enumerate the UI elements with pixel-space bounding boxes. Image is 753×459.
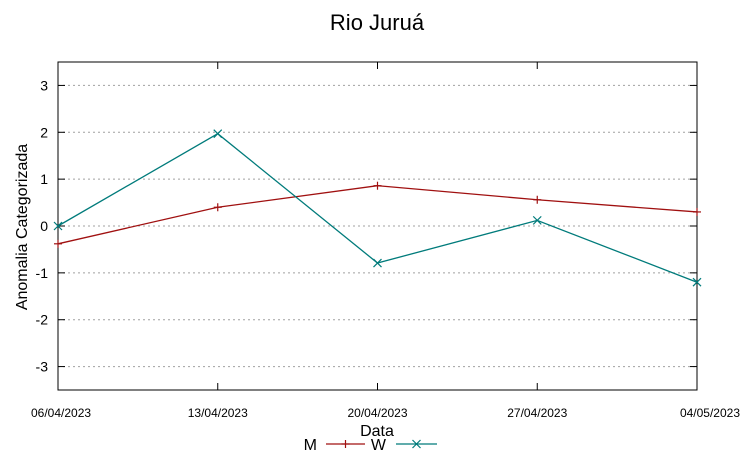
data-point-W	[213, 129, 223, 139]
x-axis: 06/04/2023 13/04/2023 20/04/2023 27/04/2023…	[31, 62, 740, 420]
y-tick-label: -2	[36, 312, 49, 328]
y-tick-label: -1	[36, 265, 49, 281]
legend-label-M: M	[304, 437, 317, 454]
x-tick-label: 13/04/2023	[188, 406, 248, 420]
series-line-W	[57, 132, 698, 283]
data-point-M	[54, 239, 62, 248]
data-point-W	[532, 215, 542, 225]
y-tick-label: -3	[36, 359, 49, 375]
x-axis-label: Data	[360, 423, 394, 440]
y-tick-label: 1	[40, 171, 48, 187]
x-tick-label: 06/04/2023	[31, 406, 91, 420]
chart-title: Rio Juruá	[330, 10, 425, 35]
data-point-W	[373, 258, 382, 268]
series-group	[53, 129, 702, 287]
y-tick-label: 2	[40, 124, 48, 140]
x-tick-label: 27/04/2023	[507, 406, 567, 420]
series-line-M	[57, 185, 698, 245]
y-axis: -3 -2 -1 0 1 2 3	[36, 77, 697, 375]
data-point-W	[53, 221, 63, 231]
y-tick-label: 0	[40, 218, 48, 234]
y-tick-label: 3	[40, 77, 48, 93]
legend-marker-M	[341, 440, 350, 448]
legend-label-W: W	[371, 437, 387, 454]
x-tick-label: 04/05/2023	[680, 406, 740, 420]
y-axis-label: Anomalia Categorizada	[14, 144, 31, 310]
legend-marker-W	[412, 439, 421, 449]
data-point-W	[692, 277, 702, 287]
data-point-M	[533, 195, 542, 204]
data-point-M	[373, 181, 382, 190]
data-point-M	[693, 207, 701, 216]
x-tick-label: 20/04/2023	[347, 406, 407, 420]
grid-lines	[58, 84, 697, 368]
data-point-M	[213, 203, 222, 212]
